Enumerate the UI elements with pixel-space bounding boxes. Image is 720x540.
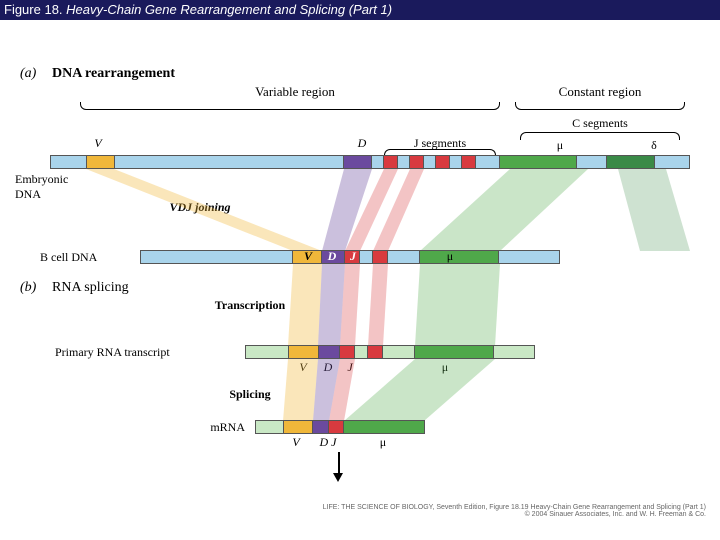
- embryonic-dna-bar: [50, 155, 690, 169]
- emb-spacer-4: [398, 156, 410, 168]
- mr-spacer-1: [256, 421, 284, 433]
- emb-spacer-5: [424, 156, 436, 168]
- mr-V: [284, 421, 314, 433]
- section-a-letter: (a): [20, 66, 36, 82]
- pr-spacer-3: [383, 346, 415, 358]
- constant-region-label: Constant region: [520, 84, 680, 100]
- pr-J1: [340, 346, 355, 358]
- conv-mu-3: [344, 359, 495, 421]
- variable-region-label: Variable region: [130, 84, 460, 100]
- convergence-bcell-to-primary: [20, 264, 700, 346]
- label-D-top: D: [352, 136, 372, 151]
- bc-J2: [373, 251, 388, 263]
- emb-V: [87, 156, 115, 168]
- mr-label-V: V: [285, 435, 307, 450]
- section-a-title: DNA rearrangement: [52, 66, 175, 82]
- primary-rna-label: Primary RNA transcript: [55, 345, 235, 360]
- bc-label-J: J: [344, 249, 362, 264]
- bc-spacer-3: [388, 251, 420, 263]
- conv-mu-2: [415, 264, 500, 346]
- mrna-bar: [255, 420, 425, 434]
- primary-rna-bar: [245, 345, 535, 359]
- convergence-emb-to-bcell: [20, 169, 700, 251]
- convergence-primary-to-mrna: [20, 359, 700, 421]
- constant-region-brace: [515, 102, 685, 110]
- emb-spacer-2: [115, 156, 344, 168]
- mr-mu: [344, 421, 424, 433]
- emb-spacer-8: [577, 156, 607, 168]
- mrna-label: mRNA: [185, 420, 245, 435]
- mr-D: [313, 421, 329, 433]
- label-delta-top: δ: [634, 138, 674, 153]
- emb-spacer-1: [51, 156, 87, 168]
- emb-spacer-9: [655, 156, 689, 168]
- conv-mu-1: [420, 169, 588, 251]
- final-arrow-line: [338, 452, 340, 474]
- emb-spacer-7: [476, 156, 500, 168]
- mr-label-mu: μ: [358, 435, 408, 450]
- label-C-top: C segments: [520, 116, 680, 131]
- figure-number: Figure 18.: [4, 2, 63, 17]
- pr-D: [319, 346, 341, 358]
- slide-header: Figure 18. Heavy-Chain Gene Rearrangemen…: [0, 0, 720, 20]
- bc-spacer-1: [141, 251, 293, 263]
- conv-J2-2: [368, 264, 388, 346]
- emb-spacer-6: [450, 156, 462, 168]
- bcell-dna-label: B cell DNA: [40, 250, 130, 265]
- pr-spacer-4: [494, 346, 534, 358]
- pr-spacer-2: [355, 346, 368, 358]
- emb-J2: [410, 156, 424, 168]
- bc-label-mu: μ: [420, 249, 480, 264]
- mr-J: [329, 421, 344, 433]
- label-mu-top: μ: [530, 138, 590, 153]
- bc-label-V: V: [298, 249, 318, 264]
- pr-spacer-1: [246, 346, 289, 358]
- slide-title: Heavy-Chain Gene Rearrangement and Splic…: [66, 2, 392, 17]
- emb-J1: [384, 156, 398, 168]
- pr-V: [289, 346, 319, 358]
- variable-region-brace: [80, 102, 500, 110]
- pr-mu: [415, 346, 494, 358]
- label-V-top: V: [88, 136, 108, 151]
- pr-J2: [368, 346, 383, 358]
- final-arrow-head: [333, 473, 343, 482]
- emb-mu: [500, 156, 578, 168]
- emb-D: [344, 156, 372, 168]
- conv-V-1: [86, 169, 322, 251]
- conv-delta-1: [618, 169, 690, 251]
- emb-delta: [607, 156, 655, 168]
- diagram-area: (a) DNA rearrangement Variable region Co…: [20, 50, 700, 510]
- conv-V-3: [283, 359, 318, 421]
- conv-V-2: [288, 264, 322, 346]
- emb-J4: [462, 156, 476, 168]
- image-credit: LIFE: THE SCIENCE OF BIOLOGY, Seventh Ed…: [323, 504, 706, 518]
- emb-J3: [436, 156, 450, 168]
- bc-spacer-4: [499, 251, 559, 263]
- bc-label-D: D: [322, 249, 342, 264]
- emb-spacer-3: [372, 156, 384, 168]
- mr-label-DJ: D J: [310, 435, 346, 450]
